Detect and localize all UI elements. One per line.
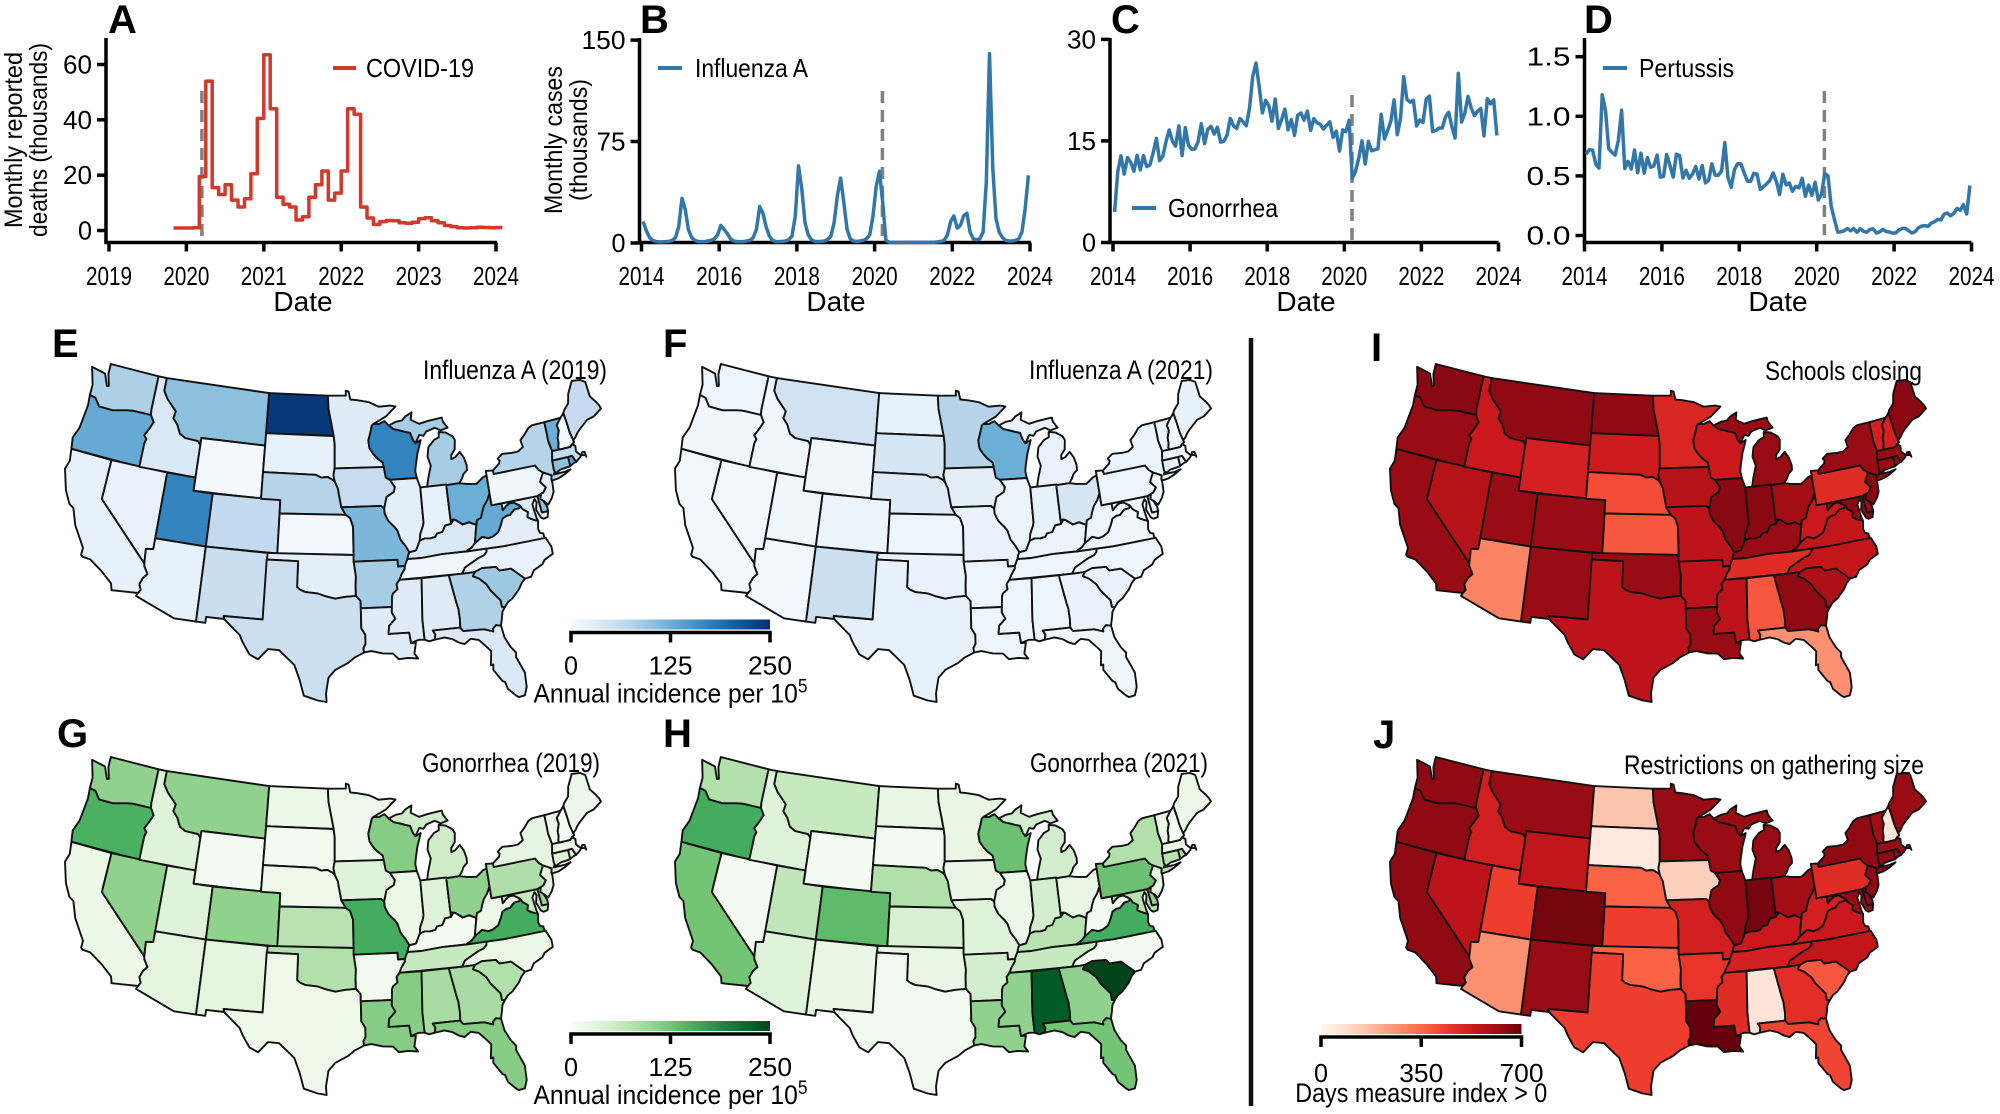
svg-text:2019: 2019 (86, 261, 132, 291)
svg-text:2014: 2014 (619, 261, 665, 291)
svg-text:D: D (1584, 0, 1613, 42)
svg-text:E: E (52, 322, 79, 366)
svg-text:60: 60 (63, 50, 92, 80)
svg-text:J: J (1373, 713, 1395, 757)
svg-text:I: I (1371, 326, 1382, 370)
svg-text:H: H (663, 712, 692, 756)
svg-text:2018: 2018 (1716, 261, 1762, 291)
svg-text:2018: 2018 (1244, 261, 1290, 291)
svg-text:30: 30 (1067, 24, 1096, 54)
svg-text:F: F (663, 322, 687, 366)
svg-text:C: C (1111, 0, 1140, 42)
svg-text:Annual incidence per 105: Annual incidence per 105 (534, 1078, 808, 1109)
svg-text:Pertussis: Pertussis (1639, 53, 1734, 83)
svg-text:2020: 2020 (1794, 261, 1840, 291)
svg-text:2022: 2022 (929, 261, 975, 291)
svg-text:Influenza A (2019): Influenza A (2019) (423, 355, 607, 385)
svg-text:Restrictions on gathering size: Restrictions on gathering size (1624, 750, 1924, 780)
svg-text:0: 0 (1082, 228, 1096, 258)
svg-text:2014: 2014 (1562, 261, 1608, 291)
svg-text:Gonorrhea: Gonorrhea (1168, 193, 1278, 223)
svg-text:2016: 2016 (1167, 261, 1213, 291)
svg-text:125: 125 (649, 1052, 693, 1082)
svg-text:2023: 2023 (396, 261, 442, 291)
svg-text:Date: Date (273, 286, 332, 317)
svg-text:2020: 2020 (1321, 261, 1367, 291)
svg-text:2021: 2021 (241, 261, 287, 291)
svg-text:A: A (108, 0, 137, 42)
svg-text:Gonorrhea (2021): Gonorrhea (2021) (1030, 748, 1208, 778)
svg-text:Gonorrhea (2019): Gonorrhea (2019) (422, 748, 600, 778)
svg-text:2022: 2022 (318, 261, 364, 291)
svg-text:250: 250 (748, 651, 792, 681)
svg-text:2016: 2016 (696, 261, 742, 291)
svg-text:Date: Date (806, 286, 865, 317)
svg-text:0: 0 (564, 651, 578, 681)
svg-text:Annual incidence per 105: Annual incidence per 105 (534, 677, 808, 709)
svg-text:Schools closing: Schools closing (1765, 356, 1922, 386)
svg-text:0: 0 (564, 1052, 578, 1082)
svg-text:1.0: 1.0 (1527, 101, 1571, 131)
svg-text:0: 0 (1314, 1058, 1328, 1088)
svg-text:150: 150 (582, 25, 626, 55)
svg-text:20: 20 (63, 160, 92, 190)
svg-text:2022: 2022 (1871, 261, 1917, 291)
svg-text:2024: 2024 (1007, 261, 1053, 291)
svg-text:2014: 2014 (1090, 261, 1136, 291)
svg-text:2016: 2016 (1639, 261, 1685, 291)
svg-text:G: G (57, 712, 88, 756)
svg-text:Date: Date (1748, 286, 1807, 317)
svg-text:B: B (640, 0, 669, 42)
svg-text:0: 0 (612, 228, 626, 258)
svg-text:Date: Date (1276, 286, 1335, 317)
svg-text:Monthly reported: Monthly reported (0, 52, 28, 228)
svg-text:250: 250 (748, 1052, 792, 1082)
svg-text:2020: 2020 (852, 261, 898, 291)
svg-text:2024: 2024 (473, 261, 519, 291)
svg-text:Days measure index > 0: Days measure index > 0 (1295, 1078, 1547, 1108)
svg-text:(thousands): (thousands) (565, 79, 593, 201)
svg-text:0: 0 (78, 216, 92, 246)
svg-text:15: 15 (1067, 126, 1096, 156)
svg-text:1.5: 1.5 (1527, 42, 1571, 72)
svg-text:2022: 2022 (1398, 261, 1444, 291)
svg-text:40: 40 (63, 105, 92, 135)
svg-text:Influenza A (2021): Influenza A (2021) (1029, 355, 1213, 385)
svg-text:0.0: 0.0 (1527, 221, 1571, 251)
svg-text:75: 75 (597, 127, 626, 157)
svg-text:COVID-19: COVID-19 (366, 53, 474, 83)
svg-text:2024: 2024 (1949, 261, 1995, 291)
svg-text:350: 350 (1399, 1058, 1443, 1088)
svg-text:700: 700 (1500, 1058, 1544, 1088)
svg-text:Influenza A: Influenza A (695, 53, 809, 83)
svg-text:2020: 2020 (163, 261, 209, 291)
svg-text:2024: 2024 (1476, 261, 1522, 291)
svg-text:Monthly cases: Monthly cases (540, 66, 568, 214)
svg-text:deaths (thousands): deaths (thousands) (25, 43, 53, 237)
svg-text:0.5: 0.5 (1527, 161, 1571, 191)
svg-text:125: 125 (649, 651, 693, 681)
svg-text:2018: 2018 (774, 261, 820, 291)
